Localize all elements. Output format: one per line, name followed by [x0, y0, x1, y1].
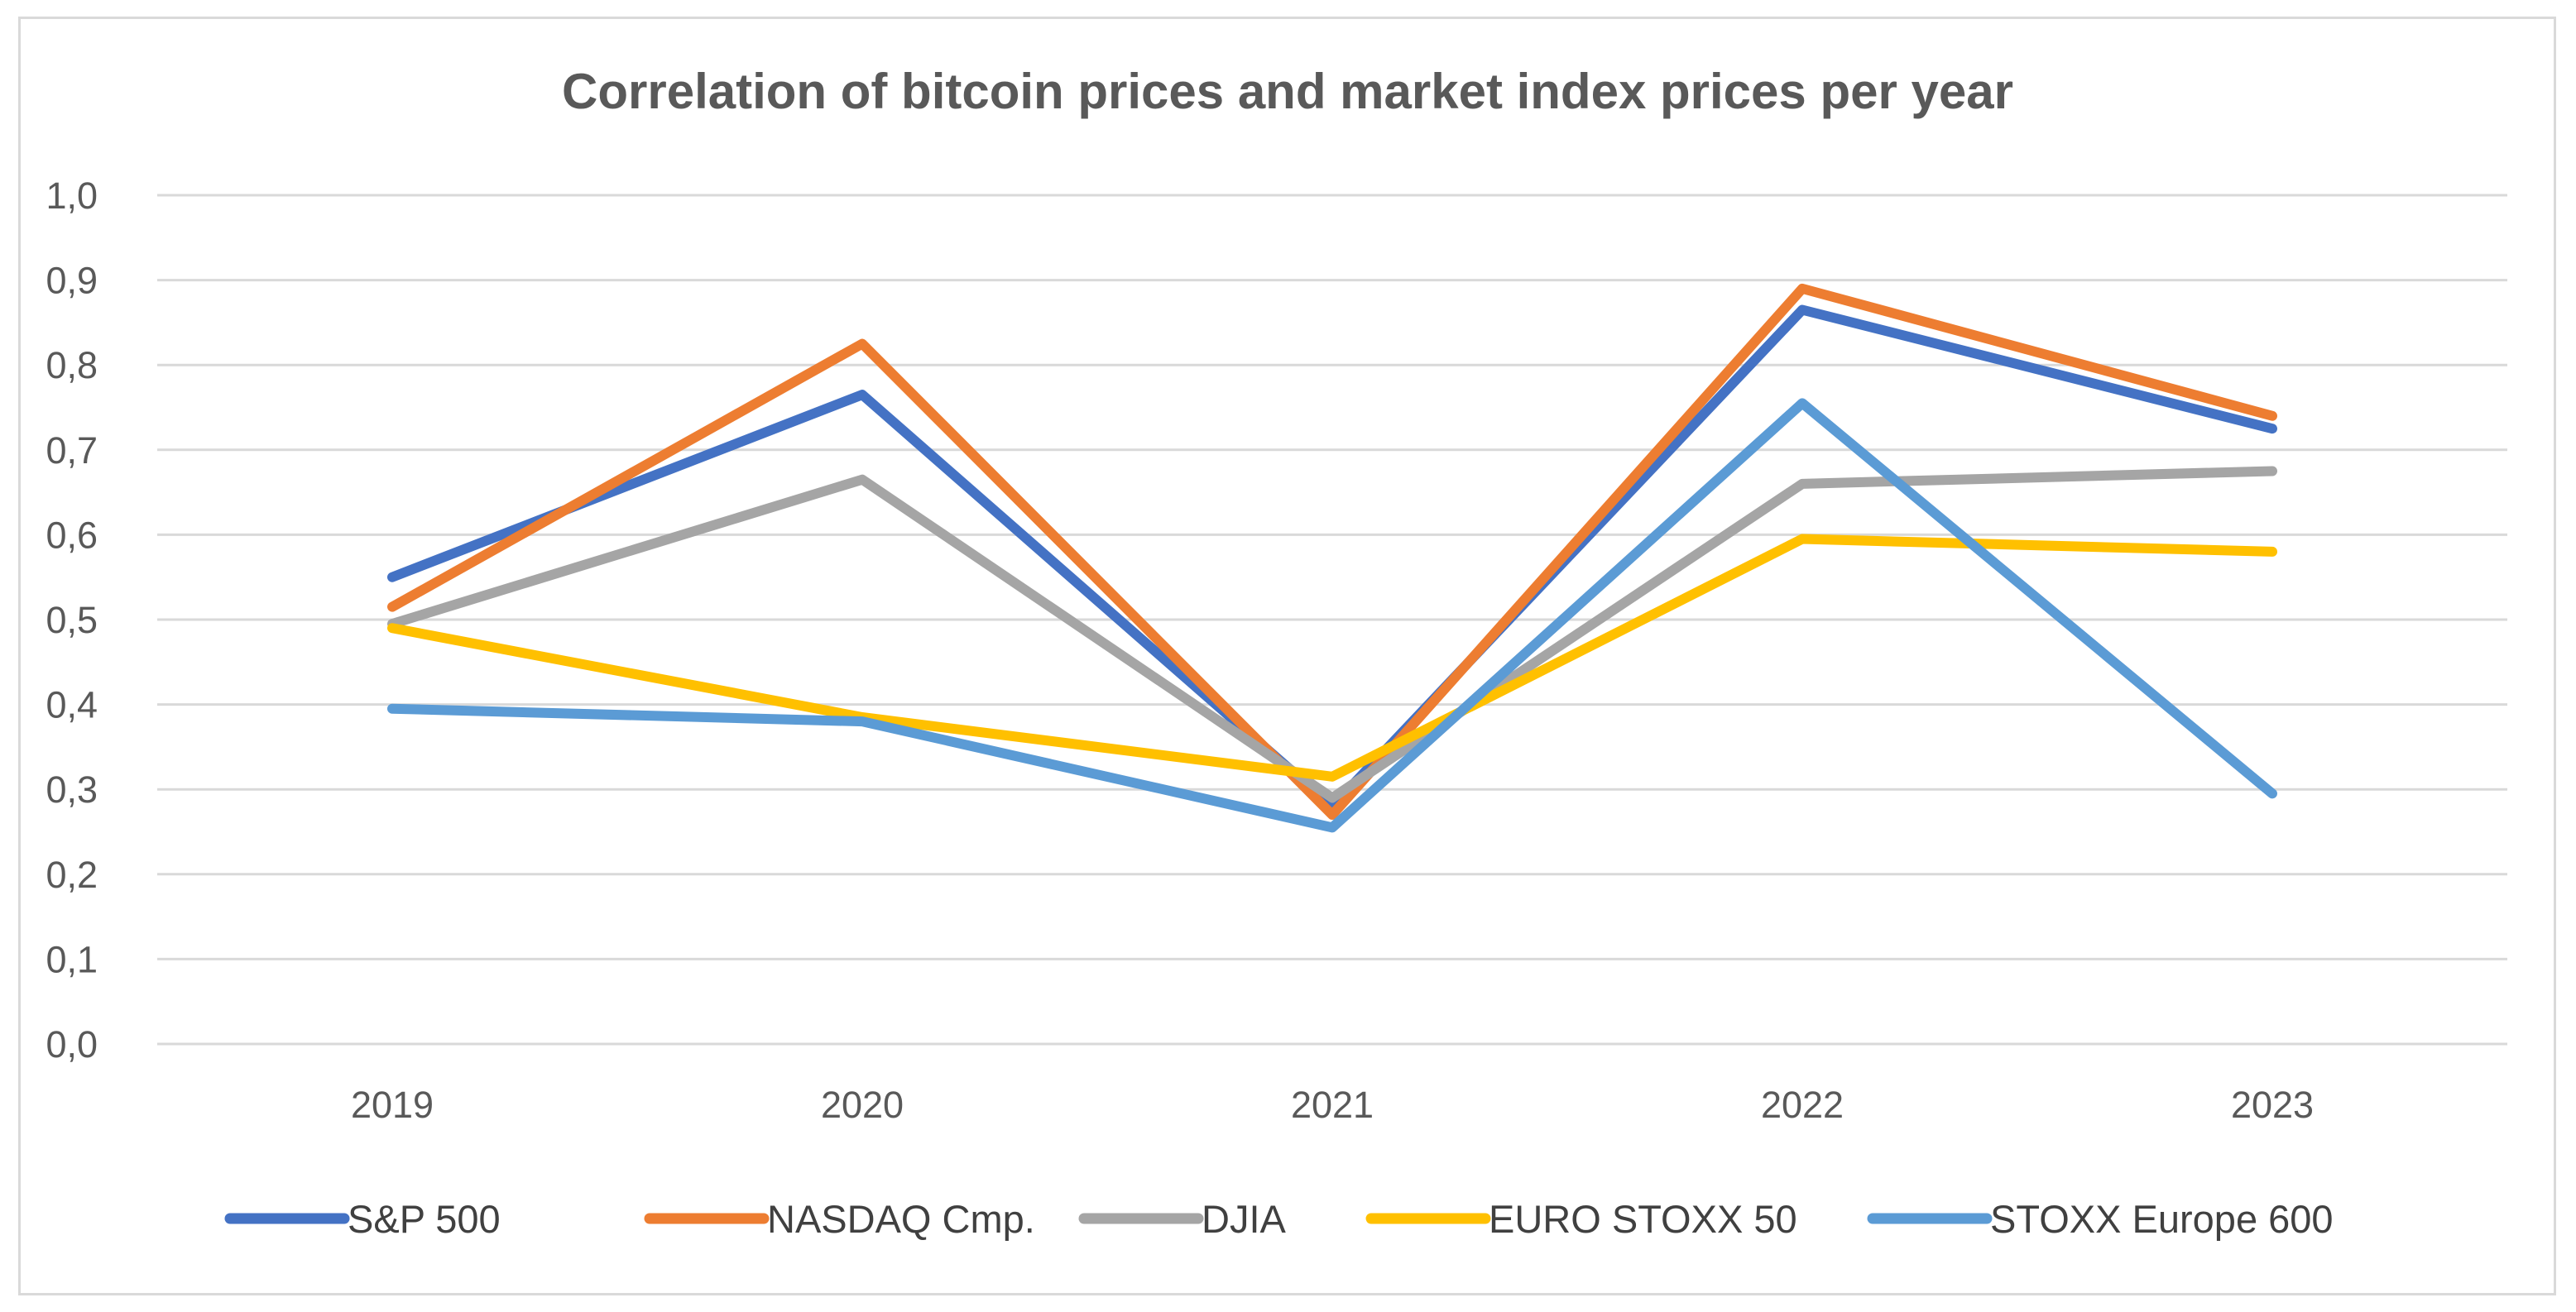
series-line [387, 304, 2277, 812]
y-tick-label: 0,4 [46, 684, 98, 726]
series-line [387, 534, 2277, 782]
legend-label: STOXX Europe 600 [1990, 1197, 2334, 1241]
y-tick-label: 0,0 [46, 1023, 98, 1065]
x-tick-label: 2022 [1761, 1084, 1844, 1126]
y-tick-label: 0,3 [46, 769, 98, 811]
x-axis-ticks: 2019 2020 2021 2022 2023 [351, 1084, 2314, 1126]
y-tick-label: 0,8 [46, 344, 98, 386]
gridlines [157, 194, 2507, 1046]
chart-frame [18, 17, 2556, 1295]
x-tick-label: 2021 [1291, 1084, 1374, 1126]
y-tick-label: 0,7 [46, 429, 98, 472]
x-tick-label: 2023 [2231, 1084, 2314, 1126]
y-tick-label: 0,5 [46, 599, 98, 641]
legend-label: NASDAQ Cmp. [767, 1197, 1035, 1241]
series-line [387, 283, 2277, 820]
series-line [387, 466, 2277, 803]
x-tick-label: 2020 [821, 1084, 904, 1126]
y-tick-label: 0,6 [46, 514, 98, 556]
y-tick-label: 0,9 [46, 260, 98, 302]
y-tick-label: 1,0 [46, 175, 98, 217]
legend-label: EURO STOXX 50 [1489, 1197, 1797, 1241]
series-line [387, 398, 2277, 833]
series-lines [387, 283, 2277, 833]
legend-label: DJIA [1202, 1197, 1287, 1241]
y-tick-label: 0,1 [46, 938, 98, 980]
legend: S&P 500 NASDAQ Cmp. DJIA EURO STOXX 50 STOXX… [224, 1197, 2334, 1241]
y-axis-ticks: 0,0 0,1 0,2 0,3 0,4 0,5 0,6 0,7 0,8 0,9 1,0 [46, 175, 98, 1065]
y-tick-label: 0,2 [46, 854, 98, 896]
legend-label: S&P 500 [348, 1197, 501, 1241]
x-tick-label: 2019 [351, 1084, 434, 1126]
chart-title: Correlation of bitcoin prices and market… [562, 64, 2013, 119]
